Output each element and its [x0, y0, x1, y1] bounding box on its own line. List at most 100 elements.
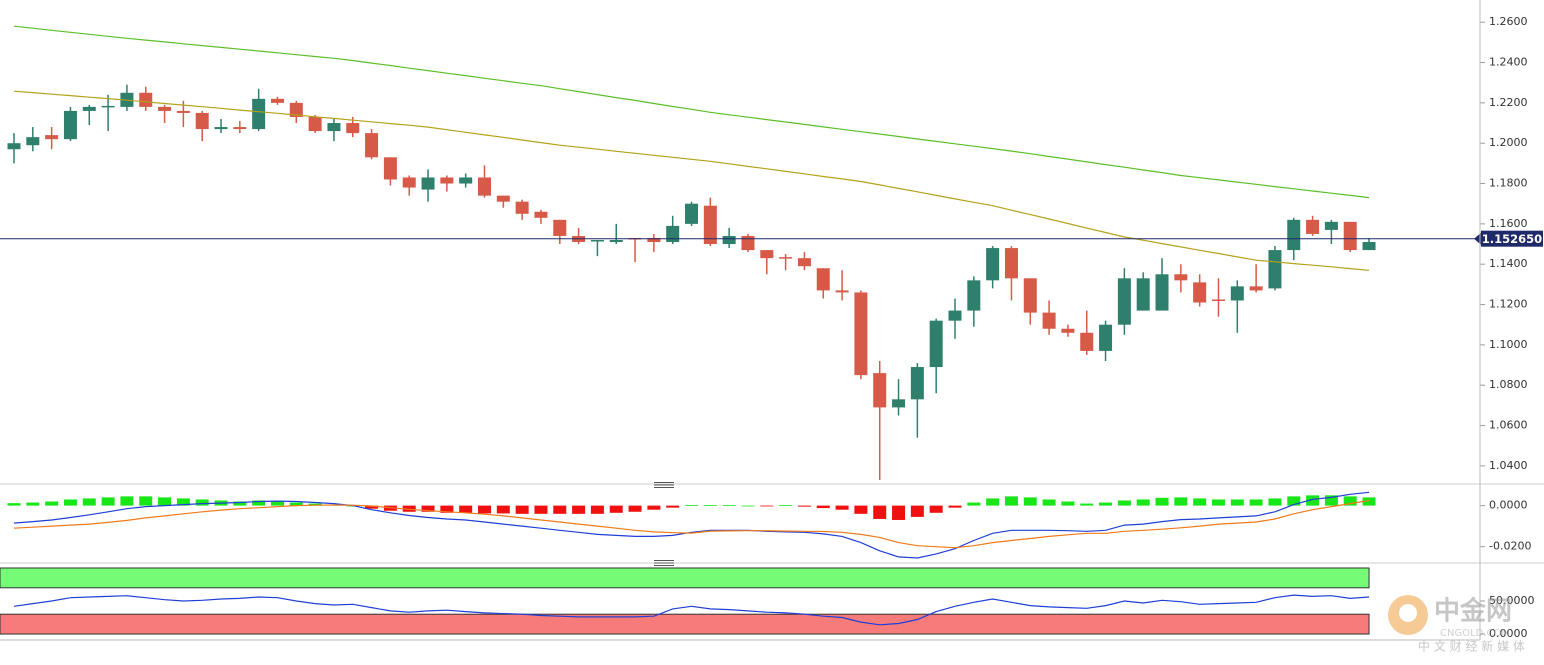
histogram-bar — [120, 496, 134, 506]
candle-body — [176, 110, 190, 113]
indicator-line — [13, 491, 1370, 559]
histogram-bar — [703, 504, 717, 506]
candle-body — [609, 240, 623, 243]
candle-body — [1230, 286, 1244, 301]
histogram-bar — [1061, 501, 1075, 506]
candle-body — [26, 137, 40, 146]
candle-body — [233, 127, 247, 130]
labels-layer: 1.0400 1.0600 1.0800 1.1000 1.1200 1.1400 1.16… — [1474, 15, 1543, 640]
histogram-bar — [45, 501, 59, 506]
histogram-bar — [270, 501, 284, 506]
candle-body — [929, 320, 943, 368]
candle-body — [1362, 242, 1376, 251]
histogram-bar — [478, 505, 491, 514]
histogram-bar — [835, 505, 849, 510]
histogram-bar — [1343, 496, 1357, 506]
candle-body — [948, 310, 962, 321]
histogram-bar — [1174, 497, 1188, 506]
histogram-bar — [1136, 499, 1150, 506]
candle-body — [722, 235, 736, 245]
last-price-pointer — [1474, 232, 1481, 245]
candle-body — [289, 102, 303, 117]
y-tick-label: 1.1800 — [1489, 177, 1528, 190]
candle-body — [892, 399, 906, 408]
candle-body — [534, 211, 548, 218]
histogram-bar — [590, 505, 604, 514]
histogram-bar — [741, 505, 755, 507]
candle-body — [195, 112, 209, 130]
y-tick-label: 50.0000 — [1489, 594, 1535, 607]
candle-body — [873, 373, 887, 408]
candle-body — [703, 205, 717, 245]
watermark-subtitle: CNGOLD.COM — [1440, 628, 1510, 639]
histogram-bar — [459, 505, 473, 513]
watermark-tagline: 中 文 财 经 新 媒 体 — [1418, 639, 1525, 654]
histogram-bar — [82, 498, 96, 506]
y-tick-label: 1.0400 — [1489, 459, 1528, 472]
histogram-bar — [139, 496, 153, 506]
candle-body — [1306, 219, 1320, 234]
histogram-bar — [1211, 499, 1225, 506]
candle-body — [158, 106, 172, 111]
histogram-bar — [101, 497, 115, 506]
indicator-line — [13, 90, 1370, 271]
histogram-bar — [365, 505, 379, 509]
resize-handle[interactable] — [654, 560, 674, 566]
y-tick-label: 1.0600 — [1489, 419, 1528, 432]
candle-body — [82, 106, 96, 111]
candle-body — [365, 133, 379, 158]
histogram-bar — [7, 503, 21, 506]
y-tick-label: 0.0000 — [1489, 627, 1528, 640]
candle-body — [685, 203, 699, 224]
histogram-bar — [26, 502, 40, 506]
candle-body — [270, 98, 284, 103]
histogram-bar — [1324, 495, 1338, 506]
histogram-bar — [1155, 497, 1169, 506]
watermark: 中金网 CNGOLD.COM 中 文 财 经 新 媒 体 — [1388, 595, 1525, 654]
candle-body — [553, 219, 567, 236]
histogram-bar — [63, 499, 77, 506]
histogram-bar — [1362, 497, 1376, 506]
y-tick-label: 1.2000 — [1489, 136, 1528, 149]
candle-body — [139, 92, 153, 107]
marks-layer — [7, 84, 1376, 520]
histogram-bar — [421, 505, 435, 512]
candle-body — [1023, 278, 1037, 313]
histogram-bar — [1023, 497, 1037, 506]
histogram-bar — [1268, 498, 1282, 506]
candle-body — [1174, 274, 1188, 281]
candle-body — [421, 177, 435, 190]
histogram-bar — [1080, 503, 1094, 506]
candle-body — [252, 98, 266, 130]
candle-body — [1193, 282, 1207, 303]
histogram-bar — [929, 505, 943, 513]
candle-body — [1004, 248, 1018, 279]
histogram-bar — [685, 504, 699, 506]
histogram-bar — [1004, 496, 1018, 506]
histogram-bar — [986, 498, 1000, 506]
candle-body — [327, 123, 341, 132]
candle-body — [45, 135, 59, 140]
histogram-bar — [910, 505, 924, 517]
candle-body — [1155, 274, 1169, 311]
candle-body — [346, 123, 360, 134]
candle-body — [835, 290, 849, 293]
histogram-bar — [816, 505, 830, 509]
histogram-bar — [572, 505, 586, 514]
histogram-bar — [402, 505, 416, 512]
y-tick-label: 1.2400 — [1489, 56, 1528, 69]
histogram-bar — [1287, 496, 1301, 506]
histogram-bar — [1230, 499, 1244, 506]
candle-body — [496, 195, 510, 202]
y-tick-label: 1.1400 — [1489, 257, 1528, 270]
candle-body — [590, 240, 604, 242]
y-tick-label: 1.1000 — [1489, 338, 1528, 351]
histogram-bar — [252, 500, 266, 506]
last-price-label: 1.152650 — [1482, 232, 1542, 246]
y-tick-label: 1.1600 — [1489, 217, 1528, 230]
watermark-title: 中金网 — [1434, 596, 1512, 627]
resize-handle[interactable] — [654, 482, 674, 488]
y-tick-label: 0.0000 — [1489, 499, 1528, 512]
histogram-bar — [1042, 499, 1056, 506]
